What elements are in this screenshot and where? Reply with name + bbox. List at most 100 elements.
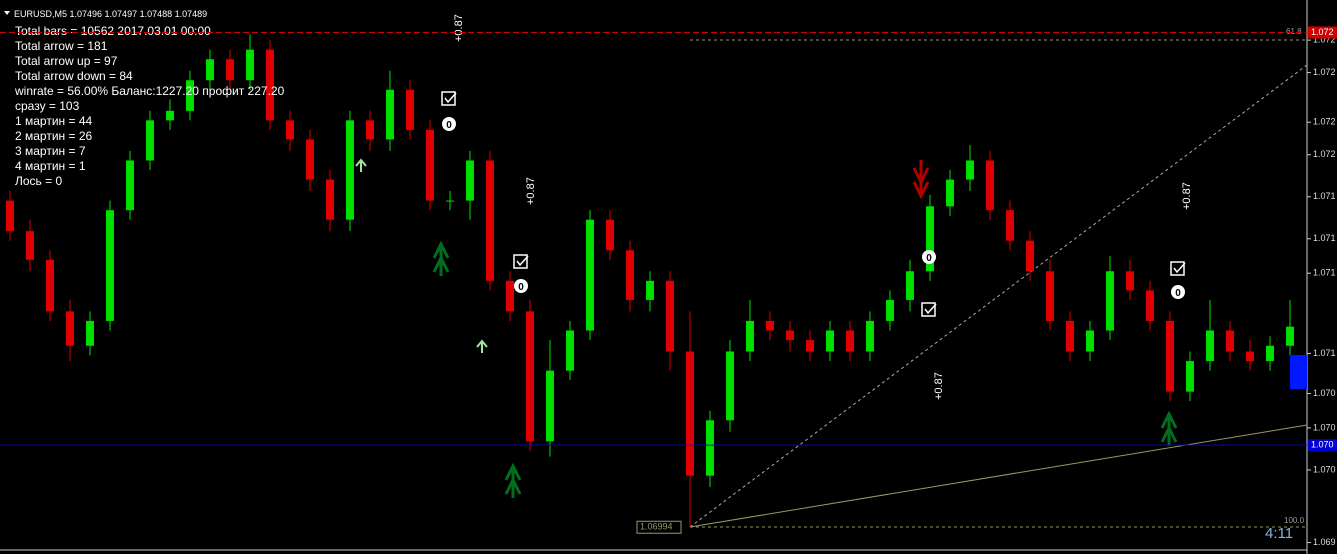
level-tag	[1308, 26, 1337, 39]
profit-annotation: +0.87	[453, 14, 465, 42]
stat-line: Лось = 0	[15, 174, 62, 188]
candle-body	[1146, 290, 1154, 321]
candle-body	[946, 179, 954, 207]
stat-line: сразу = 103	[15, 99, 80, 113]
candle-body	[926, 206, 934, 272]
candle-body	[1106, 271, 1114, 331]
candle-body	[346, 120, 354, 220]
candle-body	[586, 219, 594, 331]
candle-body	[1166, 320, 1174, 392]
candle-body	[706, 420, 714, 476]
candle-body	[466, 160, 474, 201]
candle-body	[986, 160, 994, 211]
candle-body	[666, 280, 674, 352]
stat-line: winrate = 56.00% Баланс:1227.20 профит 2…	[14, 84, 285, 98]
candle-body	[6, 200, 14, 232]
y-tick-label: 1.070	[1313, 388, 1336, 398]
candle-body	[866, 320, 874, 352]
level-tag-label: 1.072	[1311, 27, 1334, 37]
candle-body	[1126, 271, 1134, 291]
candle-body	[186, 80, 194, 111]
candle-body	[406, 89, 414, 130]
y-tick-label: 1.072	[1313, 34, 1336, 44]
symbol-header: EURUSD,M5 1.07496 1.07497 1.07488 1.0748…	[14, 9, 207, 19]
candle-body	[26, 231, 34, 260]
candle-body	[886, 299, 894, 321]
candle-body	[566, 330, 574, 371]
fibo-trend-line	[689, 64, 1308, 528]
candle-body	[826, 330, 834, 352]
level-tag-label: 1.070	[1311, 439, 1334, 449]
candle-body	[1086, 330, 1094, 352]
stat-line: 3 мартин = 7	[15, 144, 86, 158]
candle-body	[966, 160, 974, 180]
signal-badges: 0 0 0 0	[442, 117, 1185, 299]
y-tick-label: 1.072	[1313, 149, 1336, 159]
y-tick-label: 1.071	[1313, 348, 1336, 358]
badge-text: 0	[926, 253, 932, 264]
stat-line: Total bars = 10562 2017.03.01 00:00	[15, 24, 211, 38]
candle-body	[1206, 330, 1214, 362]
candle-body	[846, 330, 854, 352]
candle-body	[146, 120, 154, 161]
stat-line: 2 мартин = 26	[15, 129, 93, 143]
candle-body	[286, 120, 294, 140]
y-tick-label: 1.072	[1313, 67, 1336, 77]
candle-body	[206, 59, 214, 81]
stat-line: Total arrow down = 84	[15, 69, 133, 83]
badge-text: 0	[518, 282, 524, 293]
stat-line: 1 мартин = 44	[15, 114, 93, 128]
bar-timer: 4:11	[1265, 525, 1293, 542]
candle-body	[386, 89, 394, 140]
candle-body	[726, 351, 734, 421]
y-tick-label: 1.071	[1313, 233, 1336, 243]
badge-text: 0	[446, 120, 452, 131]
trend-line	[689, 424, 1308, 528]
low-price-label: 1.06994	[640, 522, 673, 532]
candle-body	[426, 129, 434, 201]
level-tag	[1308, 439, 1337, 452]
candle-body	[306, 139, 314, 180]
candle-body	[806, 340, 814, 352]
price-marker	[1290, 355, 1307, 389]
y-tick-label: 1.071	[1313, 268, 1336, 278]
candle-body	[1186, 361, 1194, 392]
signal-arrows	[355, 158, 1178, 498]
candles	[6, 34, 1294, 528]
stat-line: Total arrow up = 97	[15, 54, 118, 68]
candle-body	[1246, 351, 1254, 362]
badge-text: 0	[1175, 288, 1181, 299]
stat-line: Total arrow = 181	[15, 39, 108, 53]
candle-body	[746, 320, 754, 352]
candle-body	[906, 271, 914, 300]
candle-body	[546, 370, 554, 442]
candle-body	[526, 311, 534, 442]
candle-body	[326, 179, 334, 220]
candle-body	[606, 219, 614, 251]
candle-body	[246, 49, 254, 81]
y-tick-label: 1.071	[1313, 191, 1336, 201]
candle-body	[1066, 320, 1074, 352]
candle-body	[1226, 330, 1234, 352]
fibo-label: 61.8	[1286, 27, 1302, 36]
candle-body	[166, 110, 174, 121]
stat-line: 4 мартин = 1	[15, 159, 86, 173]
header-toggle[interactable]	[4, 11, 10, 15]
low-price-box	[636, 520, 682, 534]
y-tick-label: 1.070	[1313, 464, 1336, 474]
fibo-label: 100.0	[1284, 516, 1305, 525]
candle-body	[106, 210, 114, 321]
candle-body	[1026, 240, 1034, 272]
profit-annotation: +0.87	[1181, 182, 1193, 210]
candle-body	[1046, 271, 1054, 321]
candle-body	[1006, 210, 1014, 241]
candle-body	[446, 200, 454, 202]
y-tick-label: 1.072	[1313, 117, 1336, 127]
candle-body	[226, 59, 234, 81]
candle-body	[766, 320, 774, 331]
y-tick-label: 1.070	[1313, 422, 1336, 432]
candle-body	[46, 259, 54, 312]
candle-body	[786, 330, 794, 341]
stats-panel: Total bars = 10562 2017.03.01 00:00Total…	[14, 24, 285, 188]
